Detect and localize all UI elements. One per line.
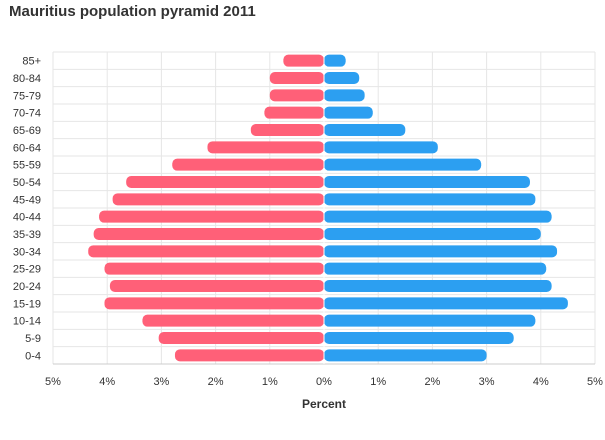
bar-left-75-79[interactable] xyxy=(269,89,324,102)
bar-right-40-44[interactable] xyxy=(324,210,552,223)
bar-right-45-49[interactable] xyxy=(324,193,536,206)
bar-left-5-9[interactable] xyxy=(158,332,324,344)
y-tick-label: 35-39 xyxy=(13,229,41,241)
y-tick-label: 75-79 xyxy=(13,90,41,102)
x-tick-label: 5% xyxy=(45,376,61,388)
bar-left-0-4[interactable] xyxy=(174,349,324,362)
y-tick-label: 60-64 xyxy=(13,142,41,154)
bar-right-20-24[interactable] xyxy=(324,280,552,292)
bar-right-70-74[interactable] xyxy=(324,106,373,119)
bar-right-25-29[interactable] xyxy=(324,262,547,275)
x-tick-label: 3% xyxy=(153,376,169,388)
y-tick-label: 70-74 xyxy=(13,108,41,120)
y-tick-label: 50-54 xyxy=(13,177,41,189)
x-tick-label: 4% xyxy=(533,376,549,388)
bar-right-30-34[interactable] xyxy=(324,245,558,258)
bar-left-20-24[interactable] xyxy=(109,280,324,292)
x-tick-label: 2% xyxy=(208,376,224,388)
bar-right-50-54[interactable] xyxy=(324,176,530,188)
bar-right-65-69[interactable] xyxy=(324,124,406,136)
y-tick-label: 85+ xyxy=(22,56,41,68)
x-tick-label: 3% xyxy=(479,376,495,388)
bar-right-35-39[interactable] xyxy=(324,228,541,240)
bar-left-70-74[interactable] xyxy=(264,106,324,119)
bar-left-85+[interactable] xyxy=(283,54,324,67)
bar-right-55-59[interactable] xyxy=(324,158,482,171)
bar-left-55-59[interactable] xyxy=(172,158,324,171)
bar-left-80-84[interactable] xyxy=(269,72,324,84)
y-tick-label: 20-24 xyxy=(13,281,41,293)
bar-left-40-44[interactable] xyxy=(99,210,324,223)
bar-left-60-64[interactable] xyxy=(207,141,324,154)
y-tick-label: 40-44 xyxy=(13,212,41,224)
bar-right-60-64[interactable] xyxy=(324,141,438,154)
bar-right-80-84[interactable] xyxy=(324,72,360,84)
bar-left-10-14[interactable] xyxy=(142,314,324,327)
y-tick-label: 15-19 xyxy=(13,298,41,310)
y-tick-label: 0-4 xyxy=(25,350,41,362)
bar-left-35-39[interactable] xyxy=(93,228,325,240)
bar-left-65-69[interactable] xyxy=(250,124,324,136)
x-axis-title: Percent xyxy=(302,397,346,411)
bars xyxy=(88,52,568,364)
y-tick-label: 10-14 xyxy=(13,316,41,328)
bar-left-25-29[interactable] xyxy=(104,262,325,275)
bar-right-5-9[interactable] xyxy=(324,332,514,344)
y-axis-labels: 85+ 80-84 75-79 70-74 65-69 60-64 55-59 50-54 45… xyxy=(13,56,41,363)
chart-title: Mauritius population pyramid 2011 xyxy=(9,3,256,20)
y-tick-label: 5-9 xyxy=(25,333,41,345)
y-tick-label: 25-29 xyxy=(13,264,41,276)
y-tick-label: 30-34 xyxy=(13,246,41,258)
bar-left-30-34[interactable] xyxy=(88,245,324,258)
bar-left-50-54[interactable] xyxy=(126,176,324,188)
x-tick-label: 5% xyxy=(587,376,603,388)
x-axis-labels: 5% 4% 3% 2% 1% 0% 1% 2% 3% 4% 5% xyxy=(45,376,603,388)
bar-right-10-14[interactable] xyxy=(324,314,536,327)
x-tick-label: 0% xyxy=(316,376,332,388)
bar-right-75-79[interactable] xyxy=(324,89,365,102)
y-tick-label: 80-84 xyxy=(13,73,41,85)
x-tick-label: 2% xyxy=(424,376,440,388)
bar-right-15-19[interactable] xyxy=(324,297,568,310)
x-tick-label: 1% xyxy=(262,376,278,388)
bar-right-0-4[interactable] xyxy=(324,349,487,362)
bar-left-45-49[interactable] xyxy=(112,193,325,206)
bar-left-15-19[interactable] xyxy=(104,297,325,310)
x-tick-label: 4% xyxy=(99,376,115,388)
y-tick-label: 55-59 xyxy=(13,160,41,172)
y-tick-label: 65-69 xyxy=(13,125,41,137)
x-tick-label: 1% xyxy=(370,376,386,388)
bar-right-85+[interactable] xyxy=(324,54,346,67)
y-tick-label: 45-49 xyxy=(13,194,41,206)
